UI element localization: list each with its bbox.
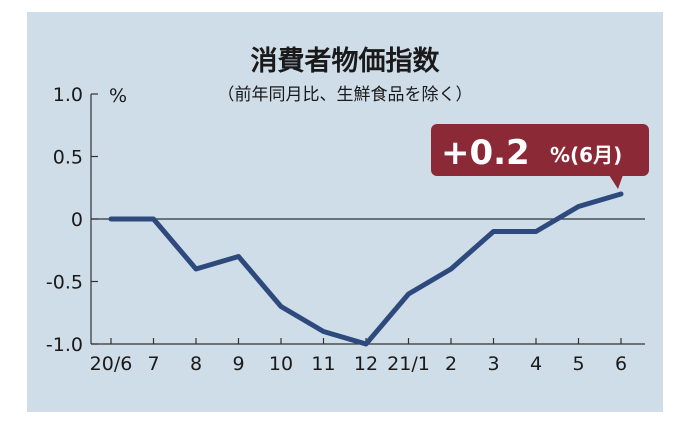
y-tick-label: -0.5 [46, 272, 83, 294]
callout-unit: %(6月) [550, 143, 622, 167]
line-chart: 消費者物価指数 （前年同月比、生鮮食品を除く）% 1.0 0.5 0 -0.5 -1.0 20… [46, 46, 649, 375]
x-tick-label: 10 [269, 353, 293, 375]
y-tick-label: 1.0 [53, 84, 83, 106]
x-tick-label: 2 [445, 353, 457, 375]
x-tick-label: 9 [232, 353, 244, 375]
y-tick-label: 0.5 [53, 147, 83, 169]
y-axis-unit-label: % [109, 85, 127, 107]
callout-box [431, 124, 649, 176]
chart-subtitle: （前年同月比、生鮮食品を除く） [218, 85, 473, 105]
x-tick-label: 4 [530, 353, 542, 375]
x-tick-label: 21/1 [387, 353, 430, 375]
x-tick-label: 11 [311, 353, 335, 375]
series-line [108, 191, 624, 347]
x-tick-label: 12 [354, 353, 378, 375]
x-tick-label: 8 [190, 353, 202, 375]
x-tick-label: 7 [147, 353, 159, 375]
chart-panel: 消費者物価指数 （前年同月比、生鮮食品を除く）% 1.0 0.5 0 -0.5 -1.0 20… [27, 12, 663, 412]
callout-pointer [609, 175, 623, 189]
x-tick-label: 5 [572, 353, 584, 375]
x-tick-label: 20/6 [90, 353, 133, 375]
x-tick-label: 6 [615, 353, 627, 375]
y-tick-label: 0 [71, 209, 83, 231]
chart-title: 消費者物価指数 [251, 46, 441, 77]
y-tick-label: -1.0 [46, 334, 83, 356]
x-tick-label: 3 [487, 353, 499, 375]
callout-value: +0.2 [441, 133, 530, 173]
